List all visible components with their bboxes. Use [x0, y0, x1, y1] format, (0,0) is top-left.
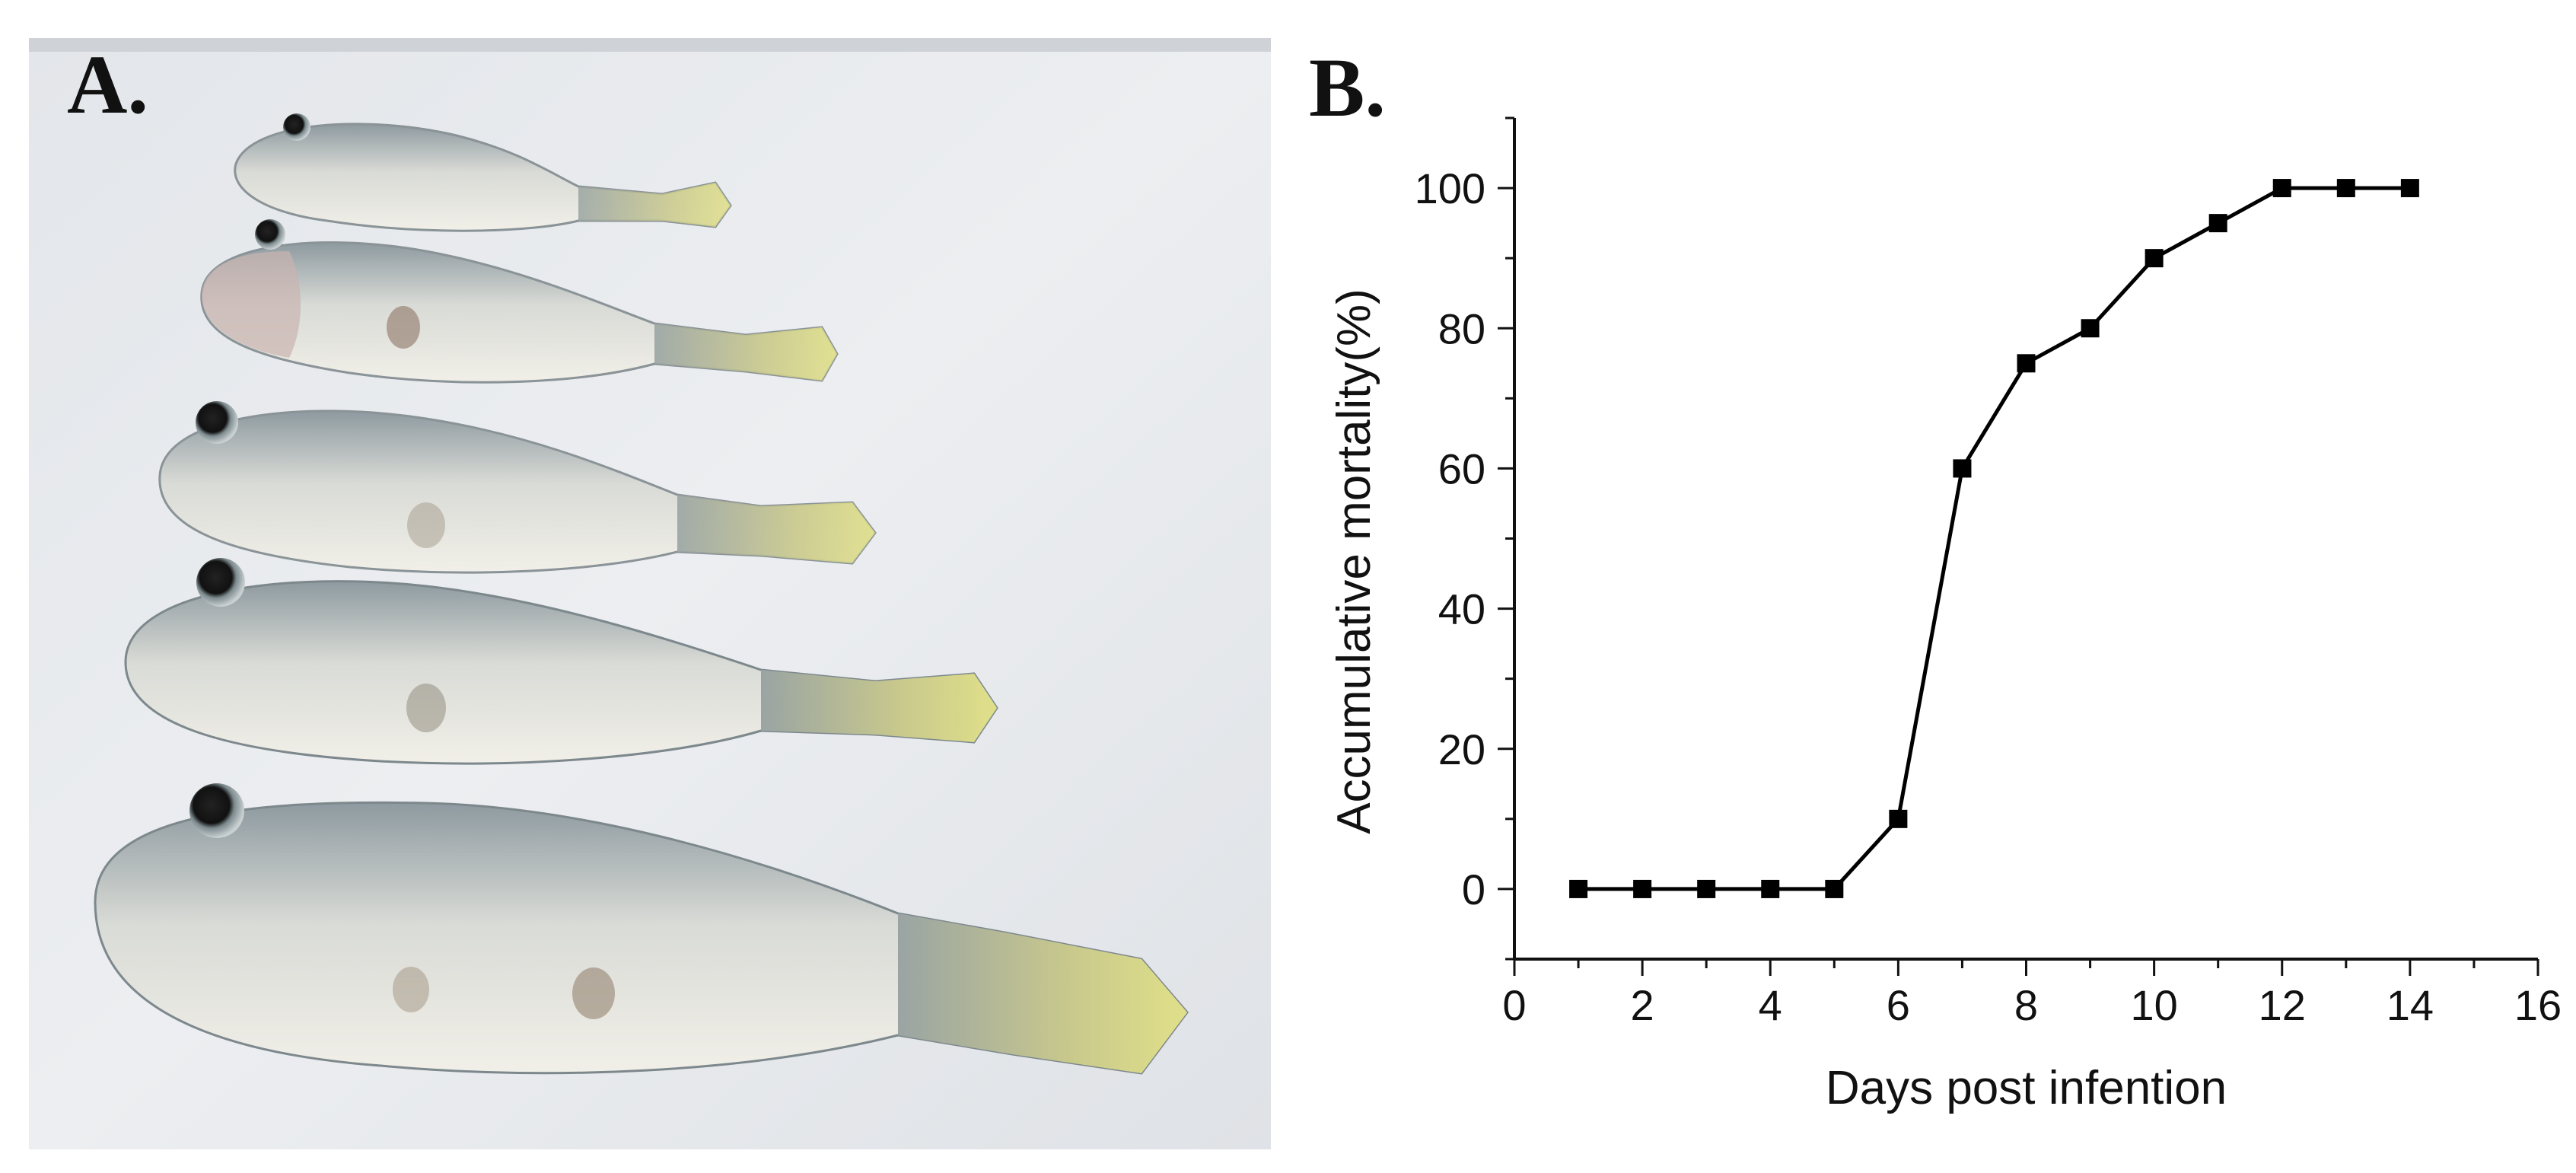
x-tick-label: 2	[1631, 981, 1654, 1029]
x-tick-label: 10	[2130, 981, 2177, 1029]
fish-1-eye	[283, 113, 310, 141]
y-tick-label: 0	[1462, 865, 1485, 913]
data-point	[2208, 214, 2227, 233]
x-tick-label: 8	[2014, 981, 2038, 1029]
fish-3-eye	[196, 401, 238, 444]
fish-5	[94, 783, 1189, 1075]
fish-3	[158, 401, 877, 574]
x-tick-label: 12	[2259, 981, 2306, 1029]
data-point	[2272, 179, 2291, 198]
fish-4	[124, 558, 998, 765]
mortality-chart: 0 2 4 6 8 10 12 14 16 0 20 40 60 80 100 Days post infe…	[1328, 116, 2562, 1114]
x-tick-label: 14	[2387, 981, 2434, 1029]
x-tick-label: 16	[2514, 981, 2562, 1029]
data-point	[1569, 879, 1588, 898]
chart-series	[1569, 179, 2419, 898]
data-point	[1761, 879, 1780, 898]
y-tick-label: 100	[1415, 164, 1485, 212]
y-tick-label: 40	[1438, 585, 1485, 633]
data-point	[1889, 809, 1908, 828]
fish-2-eye	[255, 219, 285, 250]
y-tick-label: 60	[1438, 445, 1485, 492]
data-point	[2336, 179, 2355, 198]
data-point	[1825, 879, 1844, 898]
x-axis-label: Days post infention	[1826, 1062, 2227, 1114]
fish-2	[200, 219, 839, 384]
tray-edge	[29, 38, 1271, 52]
data-point	[2145, 249, 2164, 268]
data-point	[1697, 879, 1716, 898]
chart-axes	[1513, 118, 2538, 961]
data-point	[1953, 459, 1972, 478]
x-tick-label: 4	[1759, 981, 1782, 1029]
fish-4-eye	[196, 558, 245, 607]
y-tick-label: 20	[1438, 725, 1485, 773]
data-point	[2017, 354, 2036, 373]
chart-ticks: 0 2 4 6 8 10 12 14 16 0 20 40 60 80 100	[1415, 116, 2562, 1029]
data-point	[2400, 179, 2419, 198]
y-tick-label: 80	[1438, 304, 1485, 352]
series-line	[1578, 186, 2410, 891]
data-point	[1633, 879, 1652, 898]
data-point	[2081, 319, 2100, 338]
panel-b: B. 0 2 4 6 8 10 12 14 16 0 20 40 60 80 100 Days post i…	[1294, 0, 2576, 1169]
x-tick-label: 0	[1502, 981, 1526, 1029]
fish-1	[234, 113, 732, 232]
panel-b-label: B.	[1309, 41, 1386, 134]
y-axis-label: Accumulative mortality(%)	[1328, 288, 1380, 834]
fish-photo	[29, 38, 1271, 1149]
panel-a: A.	[29, 38, 1271, 1149]
x-tick-label: 6	[1887, 981, 1910, 1029]
panel-a-label: A.	[67, 38, 148, 131]
fish-5-eye	[189, 783, 244, 838]
